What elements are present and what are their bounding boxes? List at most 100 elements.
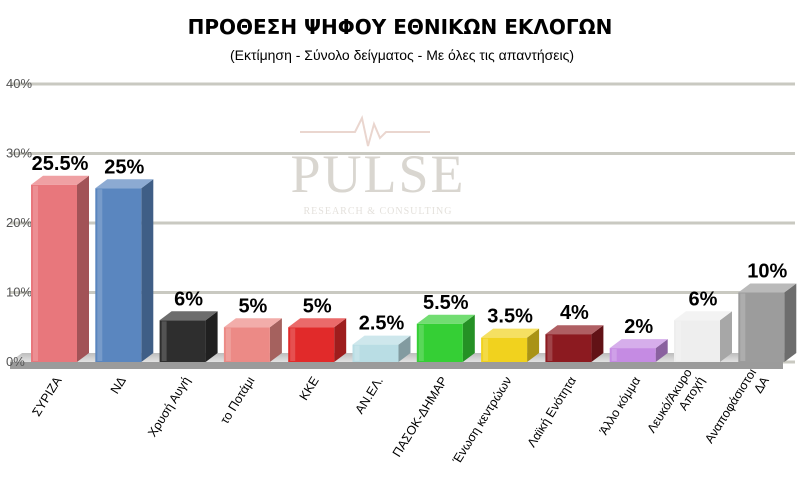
chart-subtitle: (Εκτίμηση - Σύνολο δείγματος - Με όλες τ… [230,47,574,63]
bar-side [591,325,604,362]
bar-top [545,325,604,335]
y-tick-label: 0% [6,354,25,369]
y-tick-label: 30% [6,146,32,161]
x-tick-label: Ένωση κεντρώων [449,374,514,467]
bar-side [784,283,797,362]
bar-front [95,188,142,362]
x-tick-label: Λευκό/ΆκυροΑποχή [644,366,707,443]
x-tick-label: Λαϊκή Ενότητα [525,374,579,450]
bar [738,283,797,362]
bar-side [527,328,540,362]
bar-front [288,327,335,362]
bar [416,314,475,362]
bar [31,175,89,362]
bar-top [609,339,668,349]
bar [223,318,282,362]
bar-top [674,311,732,321]
bar [545,325,604,362]
x-tick-label: το Ποτάμι [218,374,258,427]
bar-top [159,311,218,321]
bar-front [31,184,77,362]
bar-top [31,175,89,185]
bar [352,335,411,362]
x-tick-label: ΑΝ.ΕΛ. [352,374,386,416]
bar-top [481,328,540,338]
data-labels: 25.5% 25% 6% 5% 5% 2.5% 5.5% 3.5% 4% 2% 6% 10% [32,153,788,338]
bar [481,328,540,362]
data-label: 5.5% [423,292,469,314]
bar-highlight [483,338,489,361]
bar-side [655,339,668,362]
bar-top [416,314,475,324]
bar-top [223,318,282,328]
watermark-pulse-line-icon [300,115,430,147]
bar-top [288,318,347,328]
data-label: 6% [689,288,718,310]
bar-side [334,318,347,362]
x-tick-label: ΚΚΕ [297,374,322,403]
bar-front [223,327,270,362]
bars [31,175,797,362]
bar-front [352,344,399,362]
bar-top [738,283,797,293]
bar-highlight [33,185,38,361]
bar-front [738,292,785,362]
watermark-subtext: RESEARCH & CONSULTING [304,206,453,217]
data-label: 25% [104,156,144,178]
bar-highlight [676,321,681,361]
data-label: 6% [174,288,203,310]
data-label: 25.5% [32,153,89,175]
bar-front [481,337,528,362]
data-label: 10% [747,261,787,283]
x-tick-label: ΑναποφάσιστοιΔΑ [702,366,772,454]
data-label: 5% [303,295,332,317]
bar-top [352,335,411,345]
bar-highlight [611,349,617,361]
bar-highlight [547,335,553,361]
bar-side [141,179,154,362]
bar-side [398,335,411,362]
y-tick-label: 20% [6,215,32,230]
x-tick-label: ΝΔ [108,374,129,396]
data-label: 4% [560,302,589,324]
bar-highlight [97,189,103,361]
bar-highlight [161,321,167,361]
y-tick-label: 40% [6,76,32,91]
bar-front [545,334,592,362]
x-tick-label: ΣΥΡΙΖΑ [29,374,64,419]
bar [674,311,732,362]
watermark: PULSE RESEARCH & CONSULTING [290,115,464,217]
bar-highlight [740,293,746,361]
bar [159,311,218,362]
bar [95,179,154,362]
y-tick-label: 10% [6,285,32,300]
bar-highlight [354,345,360,361]
data-label: 5% [238,295,267,317]
data-label: 2.5% [359,313,405,335]
bar [609,339,668,362]
bar-front [416,323,463,362]
floor-front [10,362,783,369]
bar-side [205,311,218,362]
x-tick-label: ΠΑΣΟΚ-ΔΗΜΑΡ [390,374,451,459]
y-axis-ticks: 0% 10% 20% 30% 40% [6,76,32,369]
bar-highlight [225,328,231,361]
bar-highlight [290,328,296,361]
data-label: 3.5% [487,306,533,328]
bar-front [159,320,206,362]
x-tick-label: Χρυσή Αυγή [145,374,193,439]
chart-title: ΠΡΟΘΕΣΗ ΨΗΦΟΥ ΕΘΝΙΚΩΝ ΕΚΛΟΓΩΝ [188,15,613,39]
x-tick-label: Άλλο κόμμα [597,374,644,437]
bar-side [77,175,89,362]
bar-side [269,318,282,362]
bar-front [609,348,656,362]
bar-highlight [418,324,424,361]
data-label: 2% [624,316,653,338]
x-axis-labels: ΣΥΡΙΖΑ ΝΔ Χρυσή Αυγή το Ποτάμι ΚΚΕ ΑΝ.ΕΛ. ΠΑΣΟ… [29,366,772,467]
bar [288,318,347,362]
bar-side [720,311,732,362]
bar-top [95,179,154,189]
bar-front [674,320,720,362]
bar-side [462,314,475,362]
